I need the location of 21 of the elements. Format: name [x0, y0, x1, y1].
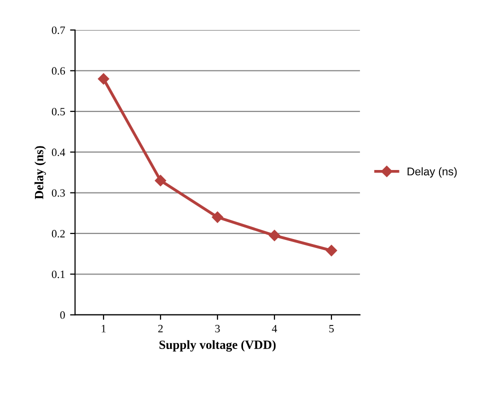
y-tick-label: 0.4: [52, 148, 66, 156]
y-tick-label: 0.3: [52, 189, 65, 197]
y-tick-label: 0.5: [52, 108, 65, 116]
y-tick-label: 0.2: [52, 230, 65, 238]
y-tick-label: 0.1: [52, 270, 65, 278]
x-axis-title: Supply voltage (VDD): [159, 340, 276, 352]
y-tick-label: 0.6: [52, 67, 65, 75]
y-tick-label: 0.7: [52, 26, 66, 34]
x-tick-label: 2: [158, 324, 163, 332]
x-tick-label: 5: [329, 324, 334, 332]
y-axis-title: Delay (ns): [34, 146, 46, 200]
legend-label: Delay (ns): [408, 167, 457, 178]
y-tick-label: 0: [60, 311, 65, 319]
point: [154, 174, 166, 186]
x-tick-label: 3: [215, 324, 220, 332]
x-tick-label: 4: [272, 324, 278, 332]
point: [326, 244, 338, 256]
point: [98, 73, 110, 84]
point: [212, 212, 224, 223]
point: [268, 230, 280, 242]
x-tick-label: 1: [102, 324, 106, 332]
